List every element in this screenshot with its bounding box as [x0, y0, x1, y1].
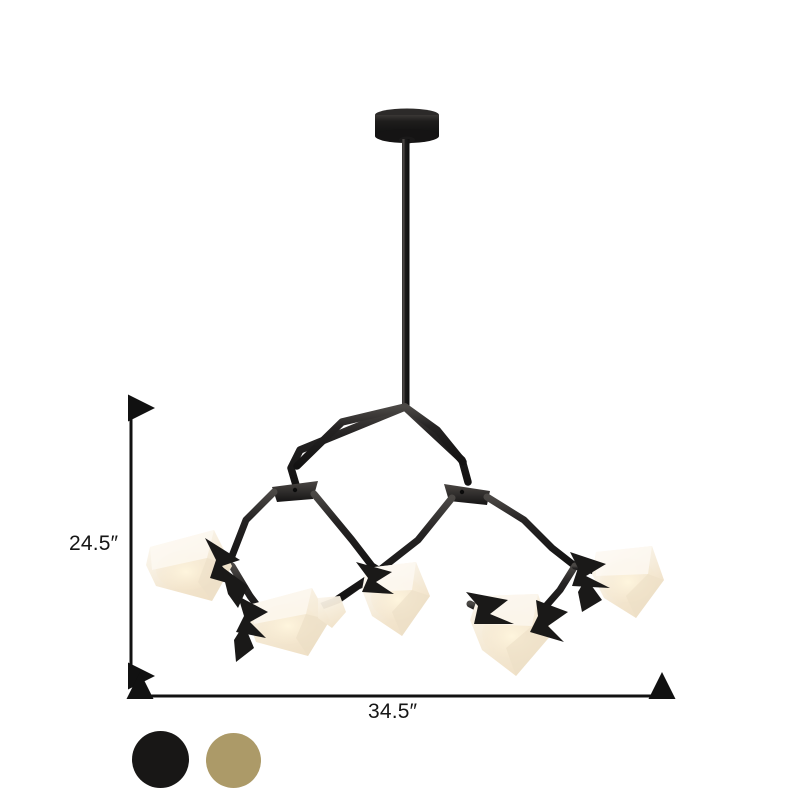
right-joint-plate [444, 484, 490, 505]
shade-bracket-4 [466, 592, 568, 642]
height-dimension-label: 24.5″ [69, 532, 119, 555]
left-joint-plate [272, 481, 318, 502]
lamp-head-3 [356, 562, 430, 636]
upper-arm-frame [287, 403, 472, 489]
shade-bracket-5 [570, 552, 610, 612]
lamp-head-5 [570, 546, 664, 618]
lamp-head-4 [466, 592, 568, 676]
width-dimension-label: 34.5″ [368, 700, 418, 723]
lamp-head-6 [318, 596, 346, 628]
lamp-head-1 [146, 530, 248, 608]
shade-bracket-1 [205, 538, 248, 608]
finish-swatch-black[interactable] [132, 731, 189, 788]
finish-swatch-gold[interactable] [206, 733, 261, 788]
stem-rod [402, 139, 410, 407]
shade-bracket-3 [356, 562, 394, 594]
lamp-head-2 [234, 588, 330, 662]
shade-bracket-2 [234, 596, 268, 662]
